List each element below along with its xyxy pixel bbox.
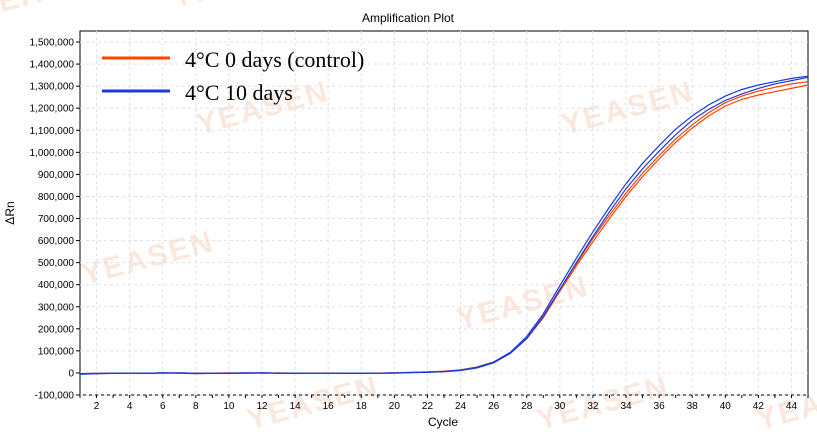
x-tick-label: 34: [620, 401, 632, 412]
series-line: [79, 75, 809, 375]
y-tick-label: 900,000: [38, 170, 75, 181]
y-tick-label: 1,100,000: [30, 126, 75, 137]
x-axis: 2 4 6 8 10 12 14 16 18 20 22 24 26 28 30 32 34 36 38 40 42 44: [79, 395, 809, 412]
y-axis-label: ΔRn: [3, 201, 17, 224]
y-tick-label: 600,000: [38, 236, 75, 247]
y-tick-label: -100,000: [35, 391, 75, 402]
series-line: [79, 76, 809, 375]
x-tick-label: 24: [455, 401, 467, 412]
y-tick-label: 1,300,000: [30, 82, 75, 93]
x-tick-label: 42: [753, 401, 765, 412]
y-tick-label: 1,000,000: [30, 148, 75, 159]
legend: 4°C 0 days (control) 4°C 10 days: [102, 47, 364, 105]
x-tick-label: 2: [94, 401, 100, 412]
x-tick-label: 44: [786, 401, 798, 412]
x-tick-label: 8: [193, 401, 199, 412]
x-tick-label: 26: [488, 401, 500, 412]
y-axis: -100,000 0 100,000 200,000 300,000 400,000 500…: [30, 38, 80, 402]
legend-label: 4°C 10 days: [185, 80, 293, 105]
series-layer: [79, 75, 809, 375]
x-tick-label: 32: [587, 401, 599, 412]
x-tick-label: 10: [223, 401, 235, 412]
x-tick-label: 14: [290, 401, 302, 412]
x-tick-label: 36: [654, 401, 666, 412]
y-tick-label: 400,000: [38, 280, 75, 291]
y-tick-label: 700,000: [38, 214, 75, 225]
grid-lines: [80, 31, 808, 396]
y-tick-label: 200,000: [38, 324, 75, 335]
x-tick-label: 38: [687, 401, 699, 412]
x-tick-label: 40: [720, 401, 732, 412]
watermark-text: YEASEN: [168, 0, 307, 15]
x-tick-label: 4: [127, 401, 133, 412]
x-tick-label: 6: [160, 401, 166, 412]
x-tick-label: 20: [389, 401, 401, 412]
y-tick-label: 1,500,000: [30, 38, 75, 49]
series-line: [79, 81, 809, 375]
legend-label: 4°C 0 days (control): [185, 47, 364, 72]
x-tick-label: 30: [554, 401, 566, 412]
y-tick-label: 500,000: [38, 258, 75, 269]
x-tick-label: 28: [521, 401, 533, 412]
x-tick-label: 12: [256, 401, 268, 412]
watermark-text: YEASEN: [0, 0, 113, 25]
x-axis-label: Cycle: [428, 415, 458, 429]
x-tick-label: 18: [356, 401, 368, 412]
y-tick-label: 300,000: [38, 302, 75, 313]
y-tick-label: 100,000: [38, 346, 75, 357]
watermark-text: YEASEN: [78, 225, 217, 292]
x-tick-label: 22: [422, 401, 434, 412]
x-tick-label: 16: [323, 401, 335, 412]
y-tick-label: 1,200,000: [30, 104, 75, 115]
y-tick-label: 800,000: [38, 192, 75, 203]
y-tick-label: 1,400,000: [30, 60, 75, 71]
chart-title: Amplification Plot: [362, 11, 455, 25]
watermark-text: YEASEN: [453, 270, 592, 337]
y-tick-label: 0: [68, 368, 74, 379]
